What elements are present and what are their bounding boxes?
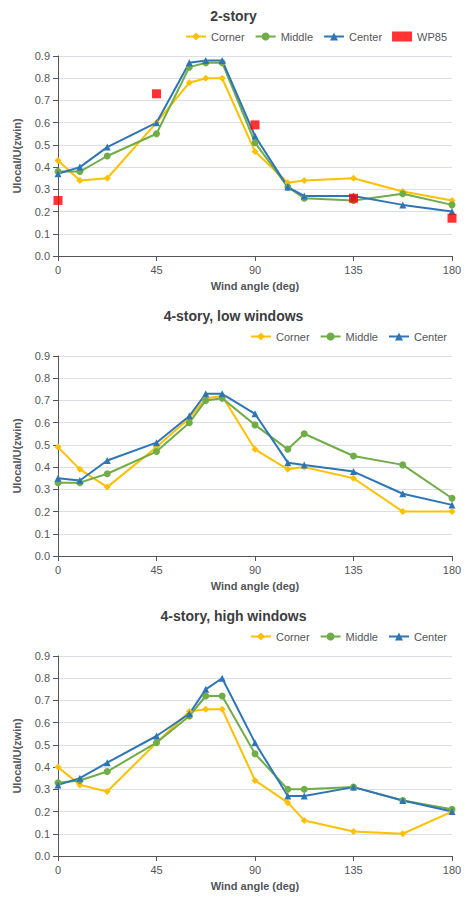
svg-text:0: 0 <box>55 264 61 276</box>
svg-text:0.4: 0.4 <box>35 461 50 473</box>
svg-text:Middle: Middle <box>346 631 378 643</box>
svg-text:0.7: 0.7 <box>35 94 50 106</box>
svg-text:135: 135 <box>344 564 362 576</box>
svg-text:0.6: 0.6 <box>35 417 50 429</box>
svg-text:0.9: 0.9 <box>35 50 50 62</box>
svg-text:0.2: 0.2 <box>35 806 50 818</box>
svg-text:Ulocal/U(zwin): Ulocal/U(zwin) <box>11 418 23 494</box>
svg-text:0: 0 <box>55 864 61 876</box>
svg-text:Center: Center <box>349 31 382 43</box>
svg-text:0.1: 0.1 <box>35 828 50 840</box>
svg-text:Center: Center <box>414 631 447 643</box>
svg-text:0.1: 0.1 <box>35 228 50 240</box>
svg-text:45: 45 <box>150 864 162 876</box>
svg-text:0.0: 0.0 <box>35 850 50 862</box>
svg-text:0.2: 0.2 <box>35 206 50 218</box>
svg-text:135: 135 <box>344 264 362 276</box>
svg-text:0.7: 0.7 <box>35 694 50 706</box>
svg-text:180: 180 <box>443 564 461 576</box>
svg-text:90: 90 <box>249 264 261 276</box>
svg-text:Center: Center <box>414 331 447 343</box>
svg-text:0.5: 0.5 <box>35 739 50 751</box>
svg-text:180: 180 <box>443 864 461 876</box>
svg-text:180: 180 <box>443 264 461 276</box>
svg-text:4-story, high windows: 4-story, high windows <box>161 608 307 624</box>
svg-text:Middle: Middle <box>346 331 378 343</box>
svg-text:0.4: 0.4 <box>35 761 50 773</box>
svg-text:135: 135 <box>344 864 362 876</box>
svg-text:0.6: 0.6 <box>35 117 50 129</box>
svg-text:90: 90 <box>249 564 261 576</box>
svg-text:Wind angle (deg): Wind angle (deg) <box>211 880 300 892</box>
svg-text:0.3: 0.3 <box>35 783 50 795</box>
svg-text:90: 90 <box>249 864 261 876</box>
svg-text:Middle: Middle <box>281 31 313 43</box>
svg-text:0.9: 0.9 <box>35 350 50 362</box>
svg-text:Corner: Corner <box>211 31 245 43</box>
svg-text:Wind angle (deg): Wind angle (deg) <box>211 580 300 592</box>
svg-text:0.0: 0.0 <box>35 550 50 562</box>
svg-text:45: 45 <box>150 264 162 276</box>
svg-text:0.9: 0.9 <box>35 650 50 662</box>
svg-text:2-story: 2-story <box>210 8 257 24</box>
svg-text:0.8: 0.8 <box>35 72 50 84</box>
svg-text:0.5: 0.5 <box>35 439 50 451</box>
svg-text:4-story, low windows: 4-story, low windows <box>164 308 304 324</box>
svg-text:0.8: 0.8 <box>35 372 50 384</box>
svg-text:Wind angle (deg): Wind angle (deg) <box>211 280 300 292</box>
svg-text:0.0: 0.0 <box>35 250 50 262</box>
svg-text:0.2: 0.2 <box>35 506 50 518</box>
svg-text:WP85: WP85 <box>417 31 447 43</box>
svg-text:45: 45 <box>150 564 162 576</box>
svg-text:Ulocal/U(zwin): Ulocal/U(zwin) <box>11 118 23 194</box>
svg-text:0.3: 0.3 <box>35 483 50 495</box>
svg-text:0.6: 0.6 <box>35 717 50 729</box>
svg-text:0.3: 0.3 <box>35 183 50 195</box>
svg-text:0.1: 0.1 <box>35 528 50 540</box>
svg-text:0.4: 0.4 <box>35 161 50 173</box>
svg-text:Corner: Corner <box>276 631 310 643</box>
svg-text:0.7: 0.7 <box>35 394 50 406</box>
svg-text:Ulocal/U(zwin): Ulocal/U(zwin) <box>11 718 23 794</box>
svg-text:0.5: 0.5 <box>35 139 50 151</box>
svg-text:Corner: Corner <box>276 331 310 343</box>
svg-text:0.8: 0.8 <box>35 672 50 684</box>
svg-text:0: 0 <box>55 564 61 576</box>
